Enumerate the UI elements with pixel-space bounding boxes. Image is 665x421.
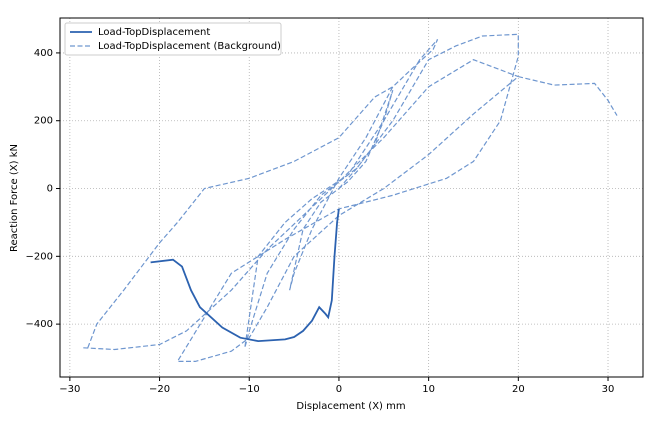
x-tick-label: 30 [602,384,615,395]
legend-label: Load-TopDisplacement [98,27,210,38]
x-tick-label: 20 [512,384,525,395]
data-line [150,208,340,343]
x-tick-label: −10 [239,384,260,395]
y-tick-label: −400 [26,319,53,330]
x-axis-label: Displacement (X) mm [296,401,405,412]
legend-label: Load-TopDisplacement (Background) [98,41,281,52]
data-line [83,33,618,362]
y-axis-label: Reaction Force (X) kN [9,144,20,252]
y-tick-label: 0 [47,184,53,195]
y-tick-label: 200 [34,116,53,127]
y-tick-label: 400 [34,48,53,59]
x-tick-label: 0 [336,384,342,395]
x-tick-label: 10 [422,384,435,395]
legend-box [64,22,282,56]
plot-frame [59,17,644,378]
x-tick-label: −30 [59,384,80,395]
x-tick-label: −20 [149,384,170,395]
y-tick-label: −200 [26,251,53,262]
